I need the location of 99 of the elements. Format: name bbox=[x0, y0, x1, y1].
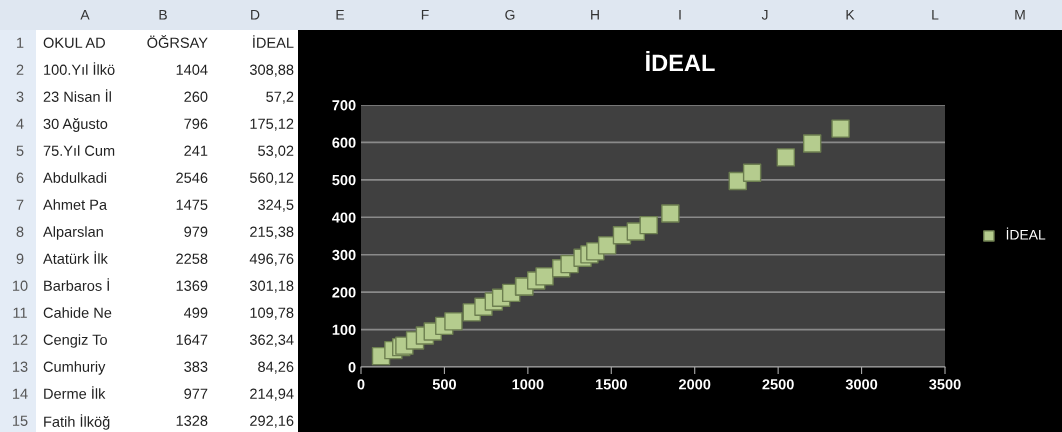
point bbox=[444, 312, 463, 331]
x-tick-label: 1000 bbox=[512, 379, 544, 390]
text: Cumhuriy bbox=[43, 361, 106, 375]
point bbox=[639, 215, 658, 235]
text: A bbox=[80, 10, 90, 20]
text: Atatürk İlk bbox=[43, 251, 108, 264]
text: 383 bbox=[184, 361, 208, 372]
text: İDEAL bbox=[253, 35, 294, 48]
text: I bbox=[679, 10, 681, 20]
text: F bbox=[421, 10, 429, 20]
text: 1 bbox=[17, 37, 24, 48]
text: 100.Yıl İlkö bbox=[44, 62, 115, 75]
text: 13 bbox=[13, 361, 28, 372]
x-tick-label: 2500 bbox=[762, 379, 794, 390]
text: 4 bbox=[16, 118, 24, 129]
text: 9 bbox=[16, 253, 24, 264]
text: 1328 bbox=[176, 415, 208, 426]
text: 979 bbox=[184, 226, 208, 237]
text: 7 bbox=[16, 199, 24, 210]
text: 2546 bbox=[176, 172, 208, 183]
text: 75.Yıl Cum bbox=[43, 145, 115, 156]
y-tick-label: 400 bbox=[332, 212, 356, 223]
text: 57,2 bbox=[266, 91, 294, 104]
text: 362,34 bbox=[249, 334, 294, 347]
text: 3 bbox=[16, 91, 24, 102]
text: E bbox=[336, 10, 345, 20]
text: 241 bbox=[184, 145, 208, 156]
point bbox=[661, 204, 680, 223]
y-tick-label: 0 bbox=[348, 362, 356, 373]
text: 1647 bbox=[176, 334, 208, 345]
text: 30 Ağusto bbox=[43, 118, 108, 132]
text: Alparslan bbox=[43, 226, 103, 240]
text: ÖĞRSAY bbox=[147, 35, 208, 48]
point bbox=[742, 163, 762, 182]
text: K bbox=[846, 10, 855, 20]
text: 14 bbox=[13, 388, 28, 399]
x-tick-label: 2000 bbox=[679, 379, 711, 390]
text: 2258 bbox=[176, 253, 208, 264]
x-tick-label: 500 bbox=[432, 379, 456, 390]
y-tick-label: 100 bbox=[332, 324, 356, 335]
text: 23 Nisan İl bbox=[43, 89, 111, 102]
x-tick-label: 0 bbox=[357, 379, 365, 390]
text: M bbox=[1015, 10, 1025, 20]
text: 1369 bbox=[176, 280, 208, 291]
text: 214,94 bbox=[250, 388, 294, 401]
text: 260 bbox=[184, 91, 208, 102]
x-tick-label: 1500 bbox=[595, 379, 627, 390]
text: D bbox=[251, 10, 260, 20]
text: 796 bbox=[184, 118, 208, 129]
y-tick-label: 600 bbox=[332, 137, 356, 148]
y-tick-label: 200 bbox=[332, 287, 356, 298]
point bbox=[831, 119, 850, 138]
text: Cahide Ne bbox=[43, 307, 112, 318]
point bbox=[776, 148, 796, 167]
y-tick-label: 500 bbox=[332, 174, 356, 186]
y-tick-label: 700 bbox=[332, 100, 356, 111]
point bbox=[535, 267, 554, 286]
text: Ahmet Pa bbox=[43, 199, 108, 210]
point bbox=[597, 236, 617, 255]
text: G bbox=[505, 9, 515, 20]
text: 977 bbox=[184, 388, 208, 399]
chart-title: İDEAL bbox=[646, 50, 715, 72]
text: 324,5 bbox=[258, 199, 294, 212]
text: L bbox=[932, 10, 939, 20]
text: B bbox=[159, 10, 167, 20]
text: 11 bbox=[13, 307, 27, 318]
text: Abdulkadi bbox=[43, 172, 107, 183]
text: 109,78 bbox=[250, 307, 294, 320]
text: 10 bbox=[13, 280, 28, 291]
point bbox=[802, 134, 822, 153]
text: 5 bbox=[16, 145, 24, 156]
text: Barbaros İ bbox=[44, 278, 109, 291]
text: Cengiz To bbox=[43, 334, 107, 348]
text: 1475 bbox=[176, 199, 208, 210]
legend-label: İDEAL bbox=[1006, 227, 1046, 240]
text: 15 bbox=[13, 415, 28, 426]
text: 53,02 bbox=[258, 145, 294, 158]
text: 560,12 bbox=[249, 172, 294, 185]
text: J bbox=[761, 10, 768, 20]
text: H bbox=[591, 10, 599, 20]
x-tick-label: 3500 bbox=[929, 379, 961, 390]
text: 499 bbox=[184, 307, 208, 318]
y-tick-label: 300 bbox=[332, 249, 356, 261]
text: 8 bbox=[16, 226, 24, 237]
text: 215,38 bbox=[250, 226, 294, 239]
text: 6 bbox=[16, 172, 24, 183]
text: 84,26 bbox=[258, 361, 294, 374]
text: 1404 bbox=[176, 64, 208, 75]
text: 496,76 bbox=[249, 253, 294, 266]
x-tick-label: 3000 bbox=[845, 379, 878, 390]
text: 175,12 bbox=[250, 118, 294, 131]
text: 12 bbox=[13, 334, 28, 345]
text: Fatih İlköğ bbox=[44, 414, 110, 430]
text: 292,16 bbox=[250, 415, 294, 428]
text: Derme İlk bbox=[44, 386, 106, 399]
text: 308,88 bbox=[249, 64, 294, 77]
text: 301,18 bbox=[249, 280, 294, 293]
text: 2 bbox=[16, 64, 24, 75]
text: OKUL AD bbox=[43, 37, 105, 48]
